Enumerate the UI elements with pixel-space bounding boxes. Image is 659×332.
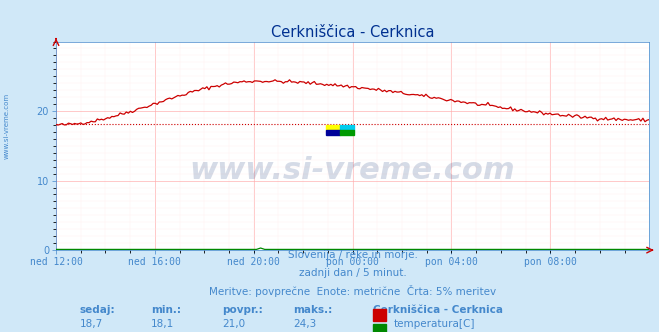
Bar xyxy=(340,125,355,130)
Text: 21,0: 21,0 xyxy=(222,319,245,329)
Text: zadnji dan / 5 minut.: zadnji dan / 5 minut. xyxy=(299,268,407,278)
Bar xyxy=(326,125,340,130)
Bar xyxy=(340,130,355,135)
Text: www.si-vreme.com: www.si-vreme.com xyxy=(3,93,10,159)
Bar xyxy=(326,130,340,135)
Text: Cerkniščica - Cerknica: Cerkniščica - Cerknica xyxy=(271,25,434,40)
Text: temperatura[C]: temperatura[C] xyxy=(393,319,475,329)
Text: sedaj:: sedaj: xyxy=(80,305,115,315)
Text: povpr.:: povpr.: xyxy=(222,305,263,315)
Text: 18,1: 18,1 xyxy=(151,319,174,329)
Text: www.si-vreme.com: www.si-vreme.com xyxy=(190,156,515,185)
Text: Slovenija / reke in morje.: Slovenija / reke in morje. xyxy=(287,250,418,260)
Bar xyxy=(373,324,386,332)
Text: Meritve: povprečne  Enote: metrične  Črta: 5% meritev: Meritve: povprečne Enote: metrične Črta:… xyxy=(209,286,496,297)
Text: 24,3: 24,3 xyxy=(293,319,316,329)
Text: maks.:: maks.: xyxy=(293,305,333,315)
Text: min.:: min.: xyxy=(151,305,181,315)
Bar xyxy=(373,309,386,321)
Text: 18,7: 18,7 xyxy=(80,319,103,329)
Text: Cerkniščica - Cerknica: Cerkniščica - Cerknica xyxy=(373,305,503,315)
